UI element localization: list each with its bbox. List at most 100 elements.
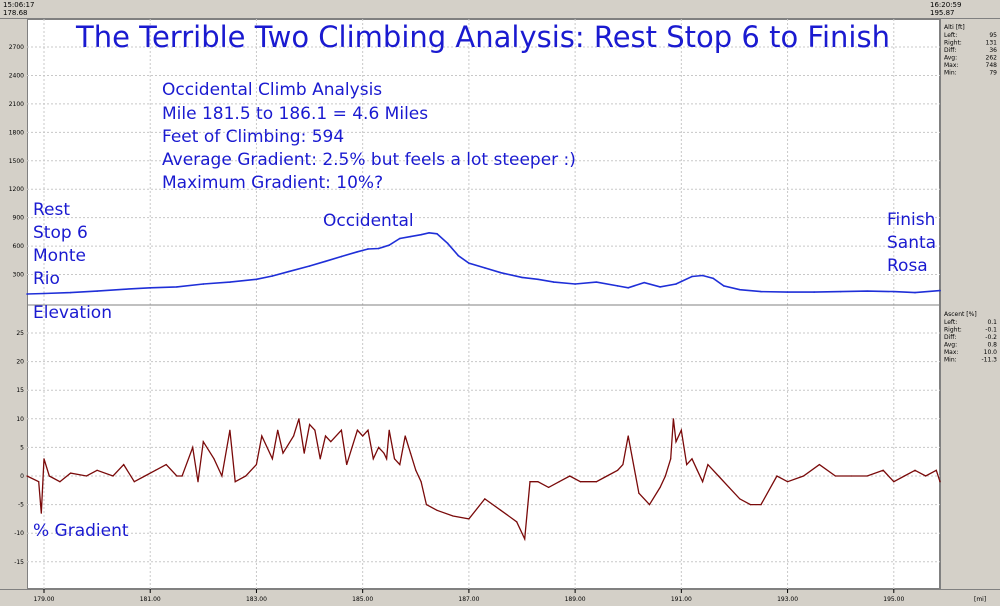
gradient-point <box>701 481 704 483</box>
gradient-tick-label: 0 <box>20 473 24 480</box>
gradient-point <box>319 458 321 460</box>
elevation-point <box>26 293 28 295</box>
elevation-point <box>149 287 152 289</box>
gradient-tick-label: -10 <box>14 530 24 537</box>
gradient-point <box>282 452 284 454</box>
elevation-point <box>43 292 45 295</box>
ascent-stats-panel: Ascent [%] Left: 0.1 Right: -0.1 Diff: -0.2 Av… <box>944 311 997 364</box>
elevation-point <box>420 233 422 236</box>
gradient-point <box>638 492 640 494</box>
gradient-point <box>893 481 895 483</box>
left-time: 15:06:17 <box>3 1 35 9</box>
elevation-point <box>627 287 630 289</box>
gradient-point <box>452 515 454 517</box>
ascent-stats-title: Ascent [%] <box>944 311 977 318</box>
gradient-tick-label: 10 <box>16 416 24 423</box>
start-label-line: Rio <box>33 269 60 289</box>
gradient-point <box>197 481 199 483</box>
stat-label: Avg: <box>944 342 957 349</box>
stat-value: 131 <box>986 40 998 47</box>
gradient-point <box>903 475 906 477</box>
gradient-point <box>293 435 295 437</box>
gradient-point <box>123 463 125 466</box>
elevation-point <box>521 276 523 279</box>
gradient-point <box>314 429 316 431</box>
finish-label: Finish Santa Rosa <box>887 210 936 276</box>
gradient-point <box>579 481 582 483</box>
stat-value: 0.8 <box>987 342 997 349</box>
elevation-point <box>428 232 430 234</box>
elevation-tick-label: 1200 <box>9 186 24 193</box>
elevation-point <box>574 283 576 285</box>
gradient-point <box>229 429 231 431</box>
gradient-point <box>351 446 353 448</box>
elevation-point <box>738 288 741 291</box>
gradient-point <box>914 469 916 471</box>
elevation-point <box>287 270 290 273</box>
start-label-line: Rest <box>33 200 70 220</box>
gradient-point <box>882 469 884 471</box>
stat-label: Max: <box>944 62 958 69</box>
gradient-point <box>69 472 72 474</box>
elevation-axis-label: Elevation <box>33 303 112 323</box>
elevation-point <box>324 260 327 263</box>
stat-label: Diff: <box>944 47 956 54</box>
elevation-point <box>839 290 842 293</box>
gradient-point <box>670 458 672 460</box>
x-tick-label: 185.00 <box>352 596 373 603</box>
gradient-point <box>691 458 693 460</box>
gradient-point <box>529 481 531 483</box>
gradient-point <box>786 481 789 483</box>
elevation-point <box>712 277 715 280</box>
altitude-stats-panel: Alti [ft] Left: 95 Right: 131 Diff: 36 Avg: 262… <box>944 24 997 77</box>
stat-value: 262 <box>986 55 998 62</box>
elevation-point <box>616 285 619 287</box>
gradient-point <box>818 463 821 466</box>
elevation-point <box>914 291 916 294</box>
gradient-point <box>436 509 438 511</box>
info-line: Average Gradient: 2.5% but feels a lot s… <box>162 150 576 170</box>
chart-title: The Terrible Two Climbing Analysis: Rest… <box>75 20 890 54</box>
gradient-point <box>939 481 941 483</box>
gradient-point <box>500 509 502 511</box>
gradient-point <box>617 469 619 471</box>
gradient-point <box>362 435 364 437</box>
stats-sidebar <box>940 19 1000 589</box>
gradient-point <box>749 504 751 506</box>
series-points <box>26 232 941 540</box>
elevation-point <box>468 262 470 264</box>
gradient-point <box>192 446 194 448</box>
gradient-point <box>760 504 762 506</box>
elevation-point <box>537 278 539 281</box>
gradient-axis-label: % Gradient <box>33 521 129 541</box>
gradient-point <box>935 469 937 471</box>
elevation-point <box>388 244 391 246</box>
elevation-point <box>760 290 762 293</box>
gradient-point <box>409 452 412 454</box>
elevation-point <box>271 275 274 277</box>
stat-value: -0.2 <box>985 334 997 341</box>
gradient-point <box>96 469 98 471</box>
gradient-point <box>43 458 45 460</box>
time-range-bar: 15:06:17 178.68 16:20:59 195.87 <box>0 0 1000 19</box>
gradient-point <box>404 435 406 437</box>
gradient-point <box>569 475 571 477</box>
gradient-point <box>181 475 183 477</box>
elevation-point <box>866 290 869 292</box>
gradient-point <box>330 441 332 443</box>
stat-label: Left: <box>944 319 957 326</box>
gradient-point <box>622 463 624 466</box>
start-label-line: Stop 6 <box>33 223 88 243</box>
stat-value: -0.1 <box>985 327 997 334</box>
gradient-point <box>221 475 223 477</box>
stat-value: 748 <box>986 62 998 69</box>
x-tick-label: 195.00 <box>883 596 904 603</box>
elevation-point <box>367 248 369 250</box>
gradient-point <box>717 475 720 477</box>
gradient-point <box>420 481 422 483</box>
gradient-point <box>468 518 470 520</box>
elevation-point <box>308 265 311 267</box>
elevation-point <box>457 254 460 257</box>
stat-label: Max: <box>944 349 958 356</box>
y-axis-panel <box>0 19 27 589</box>
